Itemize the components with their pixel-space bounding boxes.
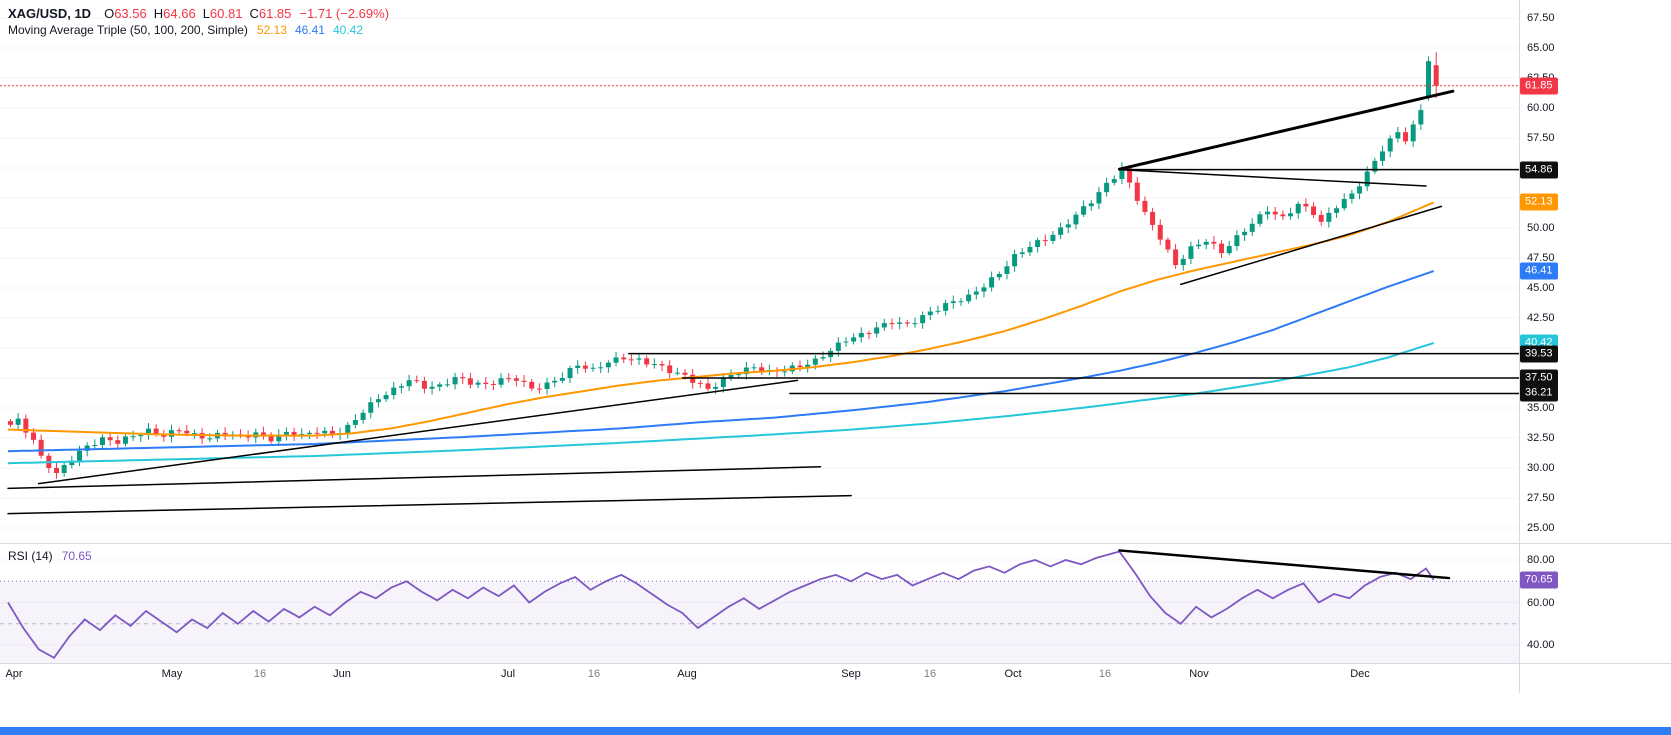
ma-indicator-title[interactable]: Moving Average Triple (50, 100, 200, Sim…	[8, 23, 248, 37]
pane-separators	[0, 0, 1671, 693]
legend-symbol-row: XAG/USD, 1D O63.56 H64.66 L60.81 C61.85 −1.71…	[8, 6, 389, 21]
time-axis-label: 16	[1098, 668, 1112, 680]
ohlc-low-label: L	[202, 6, 210, 21]
price-axis[interactable]: 67.5065.0062.5060.0057.5055.0052.5050.00…	[1519, 0, 1671, 663]
price-tick-label: 30.00	[1527, 462, 1555, 474]
ma50-value: 52.13	[256, 23, 287, 37]
time-axis-label: Dec	[1350, 668, 1370, 680]
time-axis-label: Nov	[1189, 668, 1209, 680]
ohlc-high-label: H	[153, 6, 164, 21]
price-tick-label: 25.00	[1527, 522, 1555, 534]
price-axis-badge: 39.53	[1520, 345, 1558, 363]
price-tick-label: 67.50	[1527, 12, 1555, 24]
price-tick-label: 35.00	[1527, 402, 1555, 414]
price-tick-label: 57.50	[1527, 132, 1555, 144]
change-value: −1.71 (−2.69%)	[299, 6, 390, 21]
time-axis-label: 16	[253, 668, 267, 680]
rsi-indicator-title[interactable]: RSI (14)	[8, 549, 53, 563]
lower-channel-lower	[7, 494, 852, 515]
price-axis-badge: 37.50	[1520, 369, 1558, 387]
ohlc-open-value: 63.56	[114, 6, 147, 21]
bottom-edge-bar	[0, 727, 1671, 735]
rsi-axis-badge: 70.65	[1520, 571, 1558, 589]
legend-ma-row: Moving Average Triple (50, 100, 200, Sim…	[8, 23, 371, 37]
wedge-lower	[1118, 168, 1427, 187]
ma100-value: 46.41	[294, 23, 325, 37]
rsi-layer	[7, 549, 1451, 659]
time-axis-label: Jul	[500, 668, 516, 680]
price-tick-label: 65.00	[1527, 42, 1555, 54]
time-axis-label: Apr	[5, 668, 23, 680]
rsi-band	[0, 580, 1519, 663]
trendlines-layer[interactable]	[7, 89, 1519, 515]
apr-aug-trendline	[37, 379, 799, 485]
price-tick-label: 32.50	[1527, 432, 1555, 444]
ma100-line	[7, 270, 1435, 453]
rsi-value: 70.65	[61, 549, 92, 563]
price-tick-label: 47.50	[1527, 252, 1555, 264]
time-axis-label: Oct	[1004, 668, 1022, 680]
time-axis-label: 16	[587, 668, 601, 680]
price-tick-label: 42.50	[1527, 312, 1555, 324]
rsi-bearish-divergence[interactable]	[1118, 549, 1451, 580]
price-tick-label: 50.00	[1527, 222, 1555, 234]
price-tick-label: 45.00	[1527, 282, 1555, 294]
price-tick-label: 60.00	[1527, 102, 1555, 114]
price-tick-label: 27.50	[1527, 492, 1555, 504]
moving-averages-layer	[7, 201, 1435, 465]
rsi-line	[7, 550, 1435, 659]
legend-rsi-row: RSI (14) 70.65	[8, 549, 100, 563]
price-axis-badge: 36.21	[1520, 384, 1558, 402]
symbol-title[interactable]: XAG/USD, 1D	[8, 6, 92, 21]
lower-channel-upper	[7, 466, 822, 490]
price-axis-badge: 52.13	[1520, 193, 1558, 211]
ma200-value: 40.42	[332, 23, 364, 37]
time-axis-label: Aug	[677, 668, 697, 680]
rsi-tick-label: 40.00	[1527, 639, 1555, 651]
time-axis[interactable]: Apr May 16 Jun Jul 16 Aug Sep 16 Oct 16 Nov Dec	[0, 663, 1519, 693]
ma50-line	[7, 201, 1435, 437]
ohlc-close-value: 61.85	[258, 6, 292, 21]
ohlc-close-label: C	[249, 6, 259, 21]
time-axis-label: Jun	[333, 668, 351, 680]
ohlc-low-value: 60.81	[209, 6, 243, 21]
nov-support	[1179, 205, 1443, 286]
price-axis-badge: 46.41	[1520, 262, 1558, 280]
price-axis-badge: 54.86	[1520, 161, 1558, 179]
ohlc-high-value: 64.66	[163, 6, 196, 21]
candles-layer	[8, 52, 1439, 479]
ma200-line	[7, 342, 1434, 465]
price-axis-badge: 61.85	[1520, 77, 1558, 95]
time-axis-label: 16	[923, 668, 937, 680]
rsi-tick-label: 60.00	[1527, 596, 1555, 609]
wedge-upper	[1117, 89, 1455, 171]
time-axis-label: Sep	[841, 668, 861, 680]
rsi-tick-label: 80.00	[1527, 554, 1555, 566]
gridlines	[0, 17, 1519, 646]
ohlc-open-label: O	[104, 6, 115, 21]
time-axis-label: May	[161, 668, 183, 680]
